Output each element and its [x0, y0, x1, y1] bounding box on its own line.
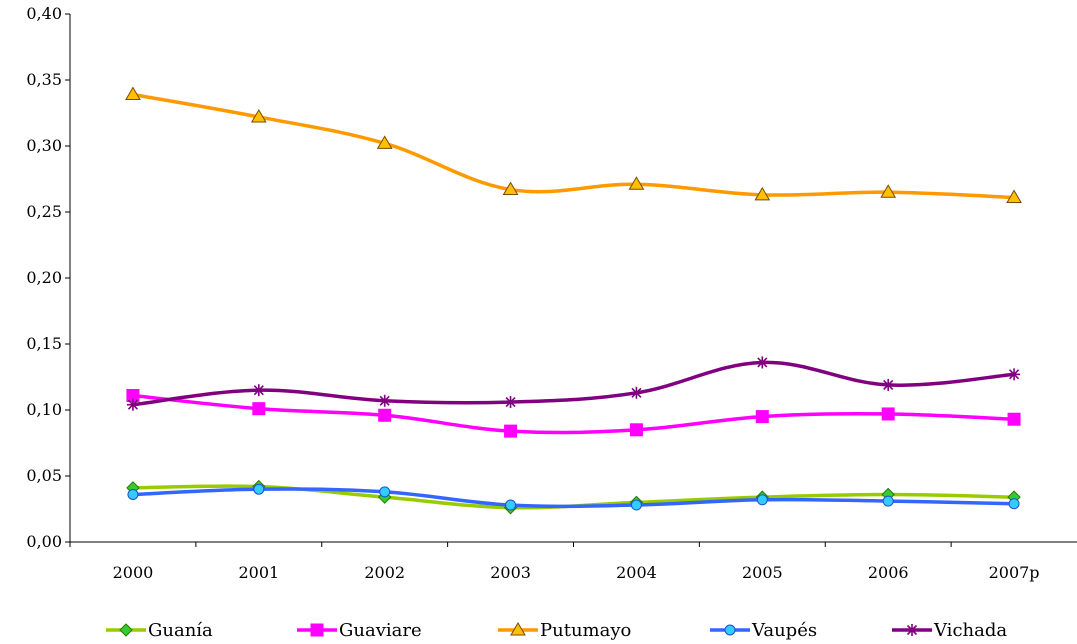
legend-label: Guanía [148, 620, 213, 641]
data-point [502, 181, 519, 196]
legend-swatch-marker [119, 623, 133, 637]
y-tick-label: 0,25 [26, 202, 62, 221]
y-tick-label: 0,30 [26, 136, 62, 155]
data-point [125, 86, 141, 101]
series-line [131, 487, 1016, 509]
legend-item: Guanía [106, 620, 213, 641]
legend-swatch-marker [724, 624, 736, 636]
legend-swatch-marker [510, 622, 526, 636]
asterisk-stroke [253, 385, 264, 396]
asterisk-stroke [757, 357, 768, 368]
series-guaviare [126, 388, 1021, 438]
data-point [756, 494, 768, 506]
data-point [252, 384, 265, 397]
y-tick-label: 0,40 [26, 4, 62, 23]
data-point [1007, 412, 1021, 426]
series-vichada [126, 356, 1021, 411]
data-point [376, 135, 393, 149]
asterisk-stroke [906, 624, 918, 636]
asterisk-stroke [505, 397, 516, 408]
data-point [755, 410, 769, 424]
data-point [127, 488, 139, 500]
y-tick-label: 0,20 [26, 268, 62, 287]
data-point [253, 483, 265, 495]
data-point [881, 407, 895, 421]
y-tick-label: 0,10 [26, 400, 62, 419]
x-tick-label: 2007p [989, 563, 1040, 582]
asterisk-stroke [631, 387, 642, 398]
data-point [882, 378, 895, 391]
data-point [378, 394, 391, 407]
asterisk-stroke [1008, 369, 1020, 380]
x-tick-label: 2005 [742, 563, 783, 582]
legend-swatch-marker [310, 623, 324, 637]
data-point [754, 186, 771, 201]
series-line [131, 92, 1016, 200]
data-point [628, 176, 645, 190]
y-tick-label: 0,00 [26, 532, 62, 551]
series-line [131, 393, 1016, 435]
legend-item: Vichada [892, 620, 1007, 641]
data-point [379, 486, 391, 498]
legend-label: Putumayo [540, 620, 631, 641]
legend: Guanía Guaviare Putumayo Vaupés Vichada [106, 620, 1007, 641]
asterisk-stroke [127, 399, 139, 410]
data-point [1006, 189, 1022, 203]
series-layer [125, 86, 1022, 515]
x-tick-label: 2001 [238, 563, 279, 582]
y-tick-label: 0,35 [26, 70, 62, 89]
data-point [756, 356, 769, 369]
data-point [1008, 498, 1020, 510]
data-point [882, 495, 894, 507]
x-tick-label: 2002 [364, 563, 405, 582]
series-vaupes [127, 483, 1020, 511]
data-point [252, 402, 266, 416]
data-point [630, 386, 643, 399]
legend-swatch-marker [906, 624, 918, 636]
data-point [504, 424, 518, 438]
legend-item: Putumayo [498, 620, 631, 641]
x-tick-label: 2004 [616, 563, 657, 582]
chart-axes: 0,00 0,05 0,10 0,15 0,20 0,25 0,30 0,35 0,40 2000… [26, 4, 1077, 582]
data-point [630, 499, 642, 511]
data-point [126, 398, 139, 411]
data-point [880, 184, 897, 198]
y-tick-label: 0,15 [26, 334, 62, 353]
legend-label: Vaupés [751, 620, 817, 641]
series-putumayo [125, 86, 1022, 203]
legend-item: Guaviare [297, 620, 422, 641]
x-tick-label: 2000 [113, 563, 154, 582]
asterisk-stroke [379, 395, 390, 406]
asterisk-stroke [883, 379, 894, 390]
y-tick-label: 0,05 [26, 466, 62, 485]
data-point [505, 499, 517, 511]
legend-item: Vaupés [710, 620, 817, 641]
x-tick-label: 2003 [490, 563, 531, 582]
data-point [250, 108, 267, 123]
series-line [131, 360, 1016, 407]
x-tick-label: 2006 [868, 563, 909, 582]
legend-label: Guaviare [339, 620, 422, 641]
data-point [378, 408, 392, 422]
data-point [1008, 368, 1021, 381]
data-point [504, 396, 517, 409]
legend-label: Vichada [933, 620, 1007, 641]
data-point [629, 423, 643, 437]
